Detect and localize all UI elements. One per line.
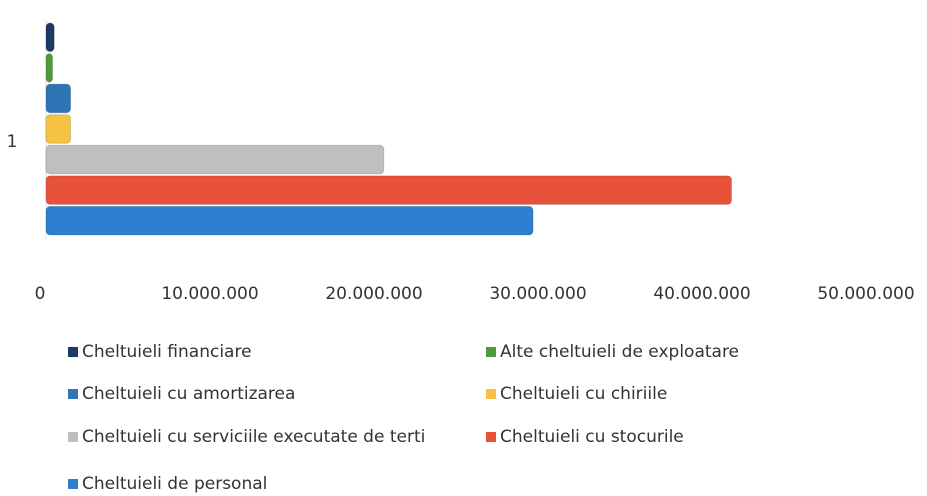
legend-swatch xyxy=(68,389,78,399)
bar xyxy=(45,114,72,144)
x-tick-label: 50.000.000 xyxy=(817,284,914,304)
x-tick-label: 20.000.000 xyxy=(325,284,422,304)
x-tick-label: 10.000.000 xyxy=(161,284,258,304)
legend-label: Alte cheltuieli de exploatare xyxy=(500,342,739,362)
x-tick-label: 30.000.000 xyxy=(489,284,586,304)
bar xyxy=(45,175,733,205)
bar xyxy=(45,83,72,114)
legend-label: Cheltuieli cu serviciile executate de te… xyxy=(82,427,425,447)
bar xyxy=(45,144,385,175)
x-tick-label: 0 xyxy=(35,284,46,304)
legend-swatch xyxy=(486,347,496,357)
y-tick-label: 1 xyxy=(7,132,18,152)
legend-label: Cheltuieli cu amortizarea xyxy=(82,384,295,404)
legend-label: Cheltuieli financiare xyxy=(82,342,252,362)
legend-label: Cheltuieli cu stocurile xyxy=(500,427,684,447)
bar xyxy=(45,22,55,53)
legend-label: Cheltuieli cu chiriile xyxy=(500,384,667,404)
bar xyxy=(45,205,534,236)
legend-swatch xyxy=(486,389,496,399)
x-tick-label: 40.000.000 xyxy=(653,284,750,304)
bar xyxy=(45,53,54,83)
legend-label: Cheltuieli de personal xyxy=(82,474,267,494)
legend-swatch xyxy=(486,432,496,442)
legend-swatch xyxy=(68,432,78,442)
legend-swatch xyxy=(68,479,78,489)
legend-swatch xyxy=(68,347,78,357)
